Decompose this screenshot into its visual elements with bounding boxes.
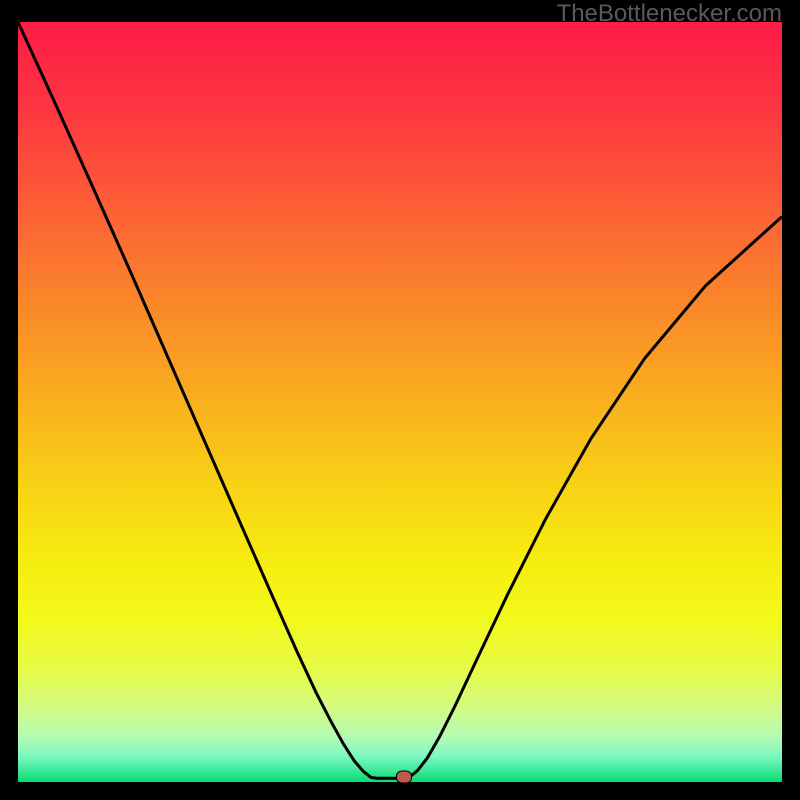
curve-path <box>18 22 782 778</box>
bottleneck-curve <box>18 22 782 782</box>
watermark-text: TheBottlenecker.com <box>557 0 782 28</box>
plot-area <box>18 22 782 782</box>
chart-frame: TheBottlenecker.com <box>0 0 800 800</box>
optimum-marker <box>396 771 412 784</box>
